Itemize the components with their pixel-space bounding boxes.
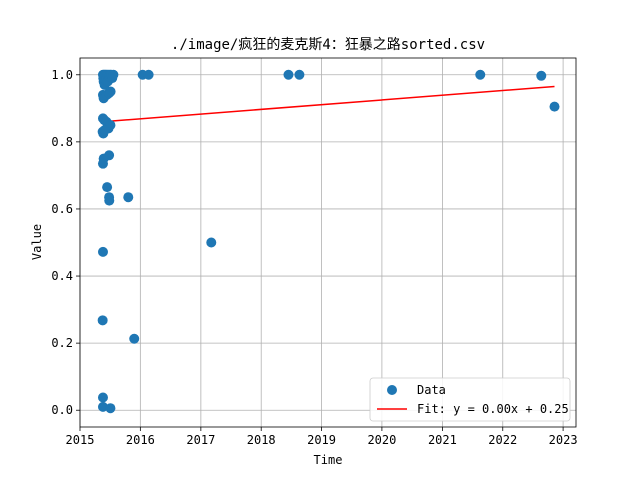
x-tick-label: 2016: [126, 433, 155, 447]
legend-box: [369, 377, 571, 422]
data-point: [549, 101, 560, 112]
data-point: [104, 195, 115, 206]
data-point: [97, 315, 108, 326]
data-point: [123, 192, 134, 203]
data-point: [143, 69, 154, 80]
data-point: [105, 403, 116, 414]
x-tick-label: 2017: [186, 433, 215, 447]
fit-line: [102, 85, 555, 123]
x-tick-label: 2022: [488, 433, 517, 447]
data-point: [97, 392, 108, 403]
data-point: [102, 182, 113, 193]
x-tick-label: 2023: [549, 433, 578, 447]
chart-title: ./image/疯狂的麦克斯4：狂暴之路sorted.csv: [171, 37, 485, 53]
data-point: [105, 86, 116, 97]
legend-marker-data: [387, 385, 397, 395]
fit-line-layer: [102, 85, 555, 123]
legend-label-data: Data: [417, 383, 446, 397]
x-tick-label: 2018: [247, 433, 276, 447]
data-point: [108, 69, 119, 80]
data-point: [99, 125, 110, 136]
x-axis-title: Time: [314, 453, 343, 467]
data-points-layer: [97, 69, 560, 414]
x-axis-ticks: 2015 2016 2017 2018 2019 2020 2021 2022 2023: [66, 427, 578, 447]
x-tick-label: 2019: [307, 433, 336, 447]
data-point: [97, 401, 108, 412]
y-tick-label: 0.4: [51, 269, 73, 283]
data-point: [283, 69, 294, 80]
data-point: [294, 69, 305, 80]
y-tick-label: 0.6: [51, 202, 73, 216]
data-point: [97, 246, 108, 257]
x-tick-label: 2021: [428, 433, 457, 447]
data-point: [97, 158, 108, 169]
y-axis-title: Value: [30, 224, 44, 260]
y-tick-label: 0.0: [51, 403, 73, 417]
data-point: [536, 70, 547, 81]
y-tick-label: 0.8: [51, 135, 73, 149]
y-tick-label: 1.0: [51, 68, 73, 82]
legend-label-fit: Fit: y = 0.00x + 0.25: [417, 402, 569, 416]
legend: Data Fit: y = 0.00x + 0.25: [369, 377, 571, 422]
y-axis-ticks: 0.0 0.2 0.4 0.6 0.8 1.0: [51, 68, 80, 417]
data-point: [475, 69, 486, 80]
y-tick-label: 0.2: [51, 336, 73, 350]
plot-frame: [79, 57, 577, 428]
data-point: [206, 237, 217, 248]
data-point: [129, 333, 140, 344]
x-tick-label: 2015: [66, 433, 95, 447]
x-tick-label: 2020: [367, 433, 396, 447]
